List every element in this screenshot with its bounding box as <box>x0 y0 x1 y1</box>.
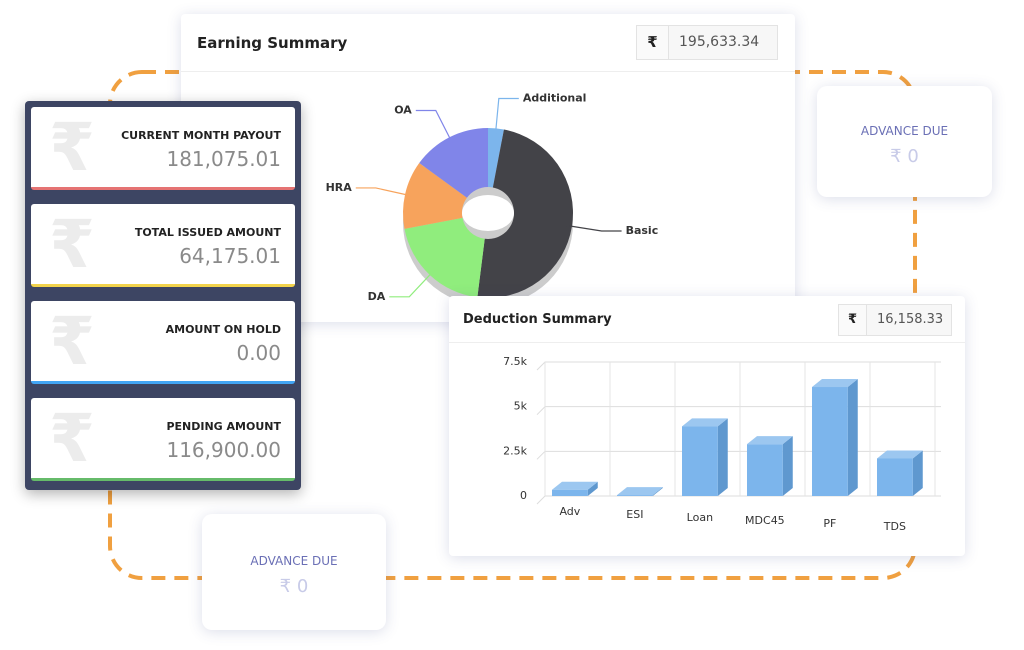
card-value: ₹ 0 <box>890 146 919 167</box>
pie-label: DA <box>368 290 386 303</box>
bar-side <box>587 481 598 496</box>
advance-due-card: ADVANCE DUE ₹ 0 <box>817 86 992 197</box>
bar-top <box>877 450 923 459</box>
card-label: TOTAL ISSUED AMOUNT <box>134 226 281 239</box>
currency-icon: ₹ <box>49 303 95 380</box>
pie-slice <box>419 128 488 198</box>
card-value: ₹ 0 <box>279 576 309 597</box>
leader-line <box>389 270 435 298</box>
bar-top <box>812 379 858 388</box>
currency-icon: ₹ <box>49 400 95 477</box>
payout-panel: ₹ CURRENT MONTH PAYOUT 181,075.01 ₹ TOTA… <box>25 101 301 490</box>
y-tick-label: 2.5k <box>503 444 527 457</box>
card-label: ADVANCE DUE <box>250 554 338 568</box>
bar-top <box>747 436 793 445</box>
bar-top <box>617 487 663 496</box>
deduction-card: Deduction Summary ₹ 16,158.33 0 2.5k 5k 7.5… <box>449 296 965 556</box>
card-title: Earning Summary <box>197 34 348 52</box>
currency-icon: ₹ <box>49 206 95 283</box>
advance-due-card: ADVANCE DUE ₹ 0 <box>202 514 386 630</box>
card-value: 64,175.01 <box>179 244 281 268</box>
y-tick-label: 5k <box>514 400 528 413</box>
card-label: CURRENT MONTH PAYOUT <box>121 129 281 142</box>
leader-line <box>415 109 453 143</box>
pie-slice <box>477 129 573 298</box>
x-tick-label: PF <box>823 517 836 530</box>
x-tick-label: Loan <box>687 511 713 524</box>
pie-label: Basic <box>626 224 659 237</box>
x-tick-label: TDS <box>883 520 906 533</box>
pie-chart: Additional Basic DA HRA OA <box>326 92 659 306</box>
bar <box>812 387 848 496</box>
x-tick-label: MDC45 <box>745 514 785 527</box>
card-header <box>181 14 795 72</box>
y-tick-label: 7.5k <box>503 355 527 368</box>
leader-line <box>494 97 519 135</box>
card-value: 116,900.00 <box>166 438 281 462</box>
bar-chart: 0 2.5k 5k 7.5k Adv ESI Loan MDC45 PF TDS <box>503 355 941 533</box>
bar-side <box>782 436 793 496</box>
card-header <box>449 296 965 343</box>
payout-card: ₹ AMOUNT ON HOLD 0.00 <box>31 301 295 384</box>
pie-slice <box>488 128 504 188</box>
card-label: ADVANCE DUE <box>860 124 949 138</box>
y-tick-label: 0 <box>520 489 527 502</box>
card-title: Deduction Summary <box>463 312 612 327</box>
card-label: AMOUNT ON HOLD <box>165 323 281 336</box>
currency-icon: ₹ <box>49 109 95 186</box>
leader-line <box>565 224 622 232</box>
pie-label: OA <box>394 104 412 117</box>
pie-label: Additional <box>523 92 587 105</box>
grid-line <box>536 406 941 416</box>
card-value: 0.00 <box>236 341 281 365</box>
bar-top <box>552 481 598 490</box>
pie-label: HRA <box>326 181 353 194</box>
bar <box>747 444 783 496</box>
payout-card: ₹ PENDING AMOUNT 116,900.00 <box>31 398 295 481</box>
bar <box>552 489 588 496</box>
card-label: PENDING AMOUNT <box>166 420 281 433</box>
grid-line <box>536 495 941 505</box>
currency-symbol: ₹ <box>838 304 867 336</box>
bar-side <box>912 450 923 496</box>
pie-slice <box>404 217 485 298</box>
grid-line <box>536 361 941 371</box>
pie-slice <box>403 163 467 229</box>
bar <box>877 458 913 496</box>
x-tick-label: ESI <box>626 508 643 521</box>
bar-side <box>652 487 663 496</box>
leader-line <box>355 187 412 197</box>
bar-top <box>682 418 728 427</box>
card-value: 181,075.01 <box>166 147 281 171</box>
bar <box>682 426 718 496</box>
bar-side <box>717 418 728 496</box>
currency-symbol: ₹ <box>636 25 669 60</box>
total-amount: 195,633.34 <box>668 25 778 60</box>
bar-side <box>847 379 858 496</box>
payout-card: ₹ TOTAL ISSUED AMOUNT 64,175.01 <box>31 204 295 287</box>
payout-card: ₹ CURRENT MONTH PAYOUT 181,075.01 <box>31 107 295 190</box>
bar <box>617 495 653 496</box>
total-amount: 16,158.33 <box>866 304 952 336</box>
pie-hole <box>462 195 514 231</box>
x-tick-label: Adv <box>559 505 580 518</box>
